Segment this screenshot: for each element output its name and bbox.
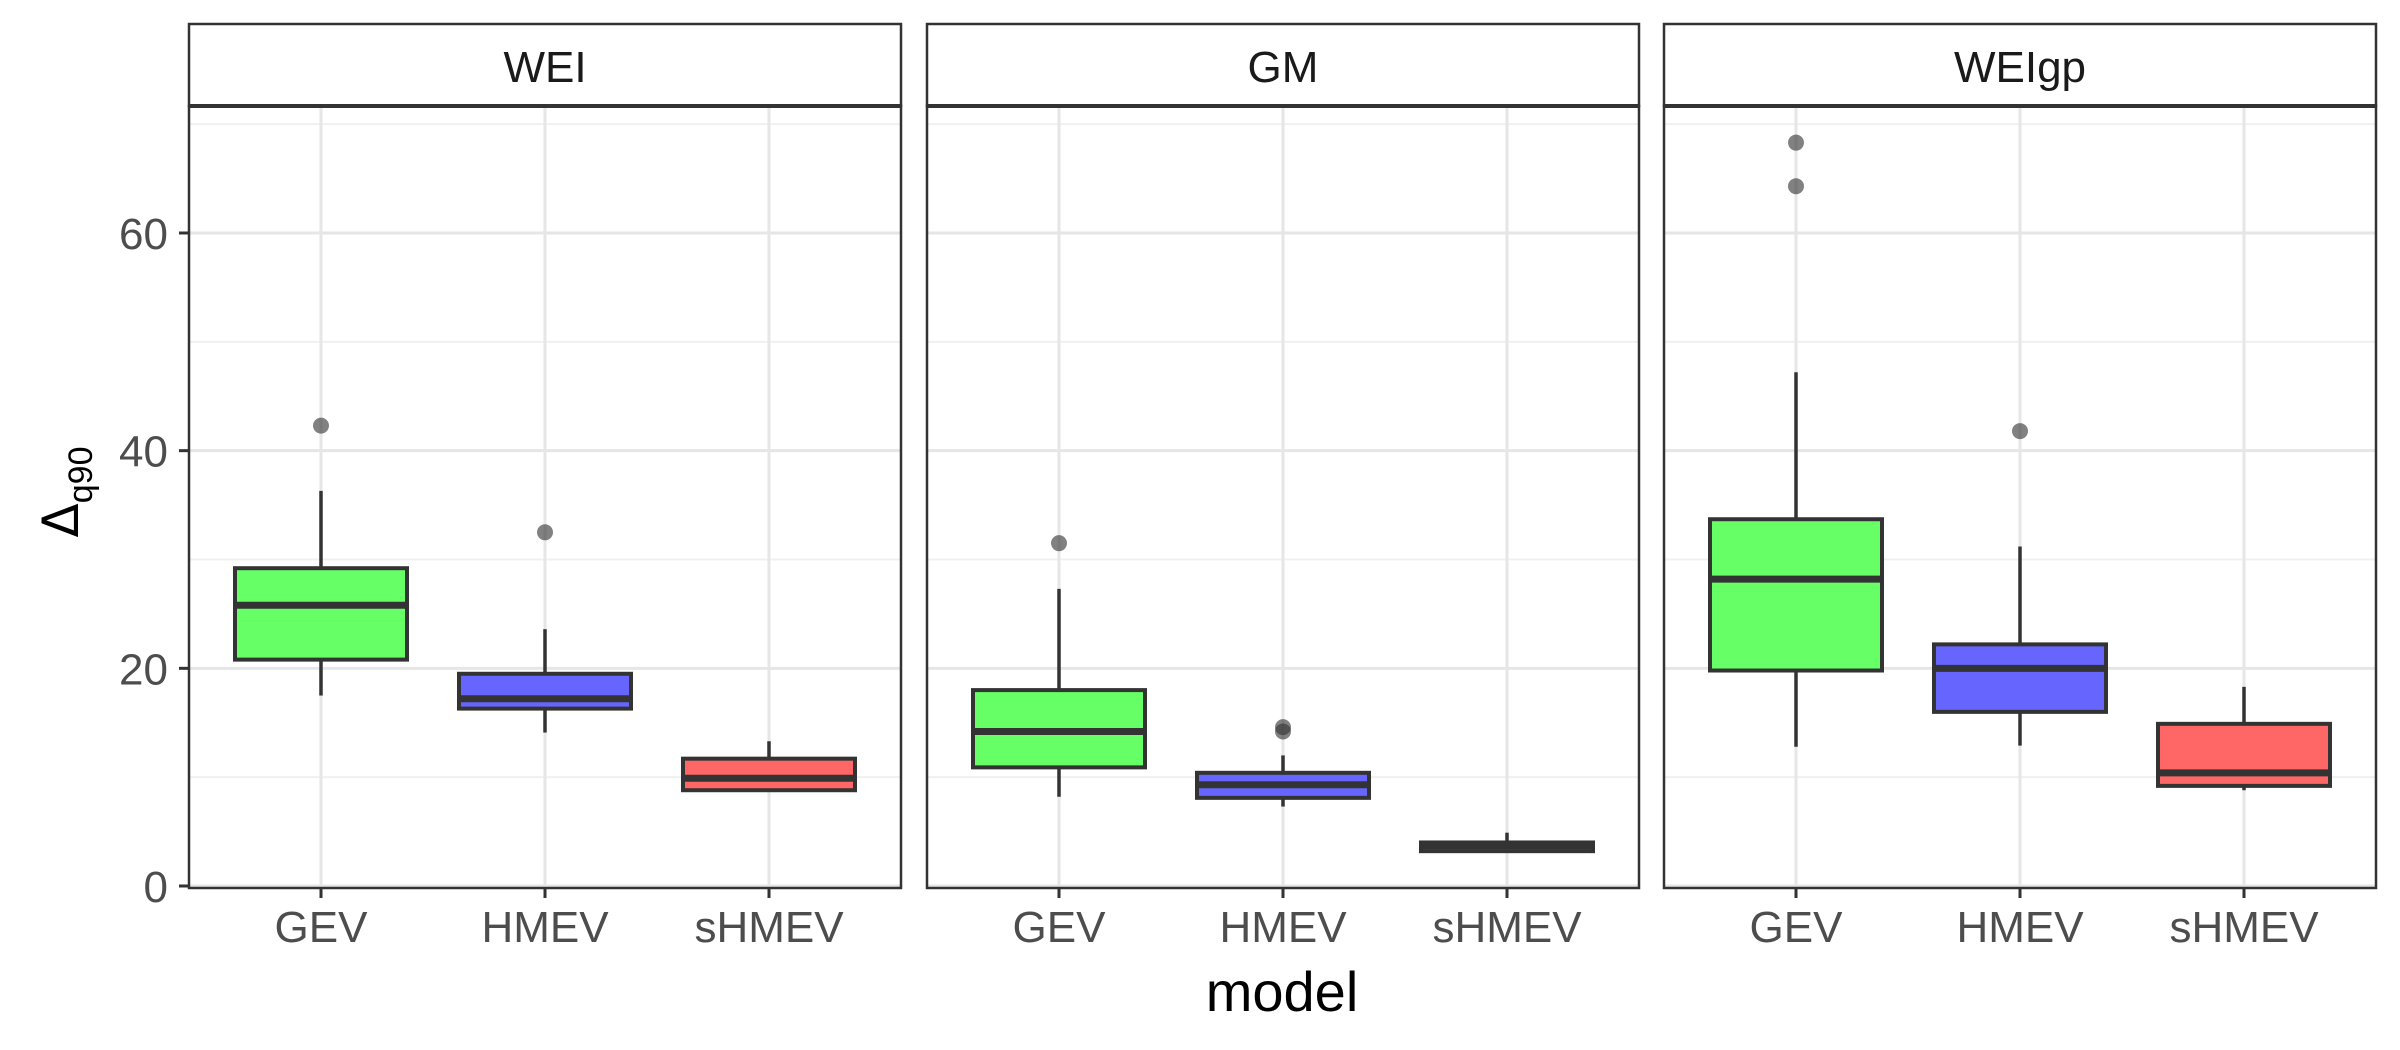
- outlier-point: [313, 417, 329, 434]
- box-body: [233, 566, 409, 662]
- outlier-point: [2012, 423, 2028, 440]
- box-shmev: [681, 741, 857, 793]
- outlier-point: [537, 524, 553, 541]
- x-tick-label: HMEV: [481, 903, 609, 952]
- panel-wei: GEV HMEV sHMEV WEI: [187, 22, 903, 952]
- y-tick-label: 20: [119, 645, 168, 694]
- box-hmev: [457, 524, 633, 733]
- x-tick-label: GEV: [275, 903, 369, 952]
- box-body: [1708, 517, 1884, 673]
- outlier-point: [1275, 719, 1291, 736]
- box-gev: [233, 417, 409, 696]
- x-tick-label: HMEV: [1956, 903, 2084, 952]
- outlier-point: [1788, 134, 1804, 151]
- y-axis: 0 20 40 60: [119, 210, 189, 912]
- strip-background: [1662, 22, 2378, 108]
- box-hmev: [1195, 719, 1371, 807]
- box-hmev: [1932, 423, 2108, 746]
- y-axis-title: Δq90: [32, 447, 100, 538]
- y-tick-label: 0: [144, 863, 168, 912]
- y-tick-label: 40: [119, 428, 168, 477]
- x-tick-label: GEV: [1750, 903, 1844, 952]
- y-tick-label: 60: [119, 210, 168, 259]
- strip-label: GM: [1248, 43, 1319, 92]
- strip-label: WEI: [503, 43, 586, 92]
- x-axis-title: model: [1206, 960, 1359, 1023]
- y-axis-title-subscript: q90: [62, 447, 100, 504]
- facet-panels: GEV HMEV sHMEV WEI GEV HMEV sHMEV GM GEV HMEV sHME…: [187, 22, 2378, 952]
- box-body: [2156, 721, 2332, 788]
- box-body: [457, 671, 633, 711]
- x-tick-label: sHMEV: [2169, 903, 2319, 952]
- box-gev: [971, 535, 1147, 797]
- strip-label: WEIgp: [1954, 43, 2086, 92]
- outlier-point: [1788, 178, 1804, 195]
- box-body: [681, 756, 857, 793]
- y-axis-title-symbol: Δ: [32, 503, 90, 537]
- box-shmev: [2156, 686, 2332, 791]
- panel-weigp: GEV HMEV sHMEV WEIgp: [1662, 22, 2378, 952]
- box-body: [1932, 642, 2108, 714]
- box-shmev: [1419, 832, 1595, 854]
- panel-gm: GEV HMEV sHMEV GM: [925, 22, 1641, 952]
- x-tick-label: sHMEV: [694, 903, 844, 952]
- strip-background: [187, 22, 903, 108]
- x-tick-label: sHMEV: [1432, 903, 1582, 952]
- x-tick-label: GEV: [1013, 903, 1107, 952]
- outlier-point: [1051, 535, 1067, 552]
- x-tick-label: HMEV: [1219, 903, 1347, 952]
- box-gev: [1708, 134, 1884, 747]
